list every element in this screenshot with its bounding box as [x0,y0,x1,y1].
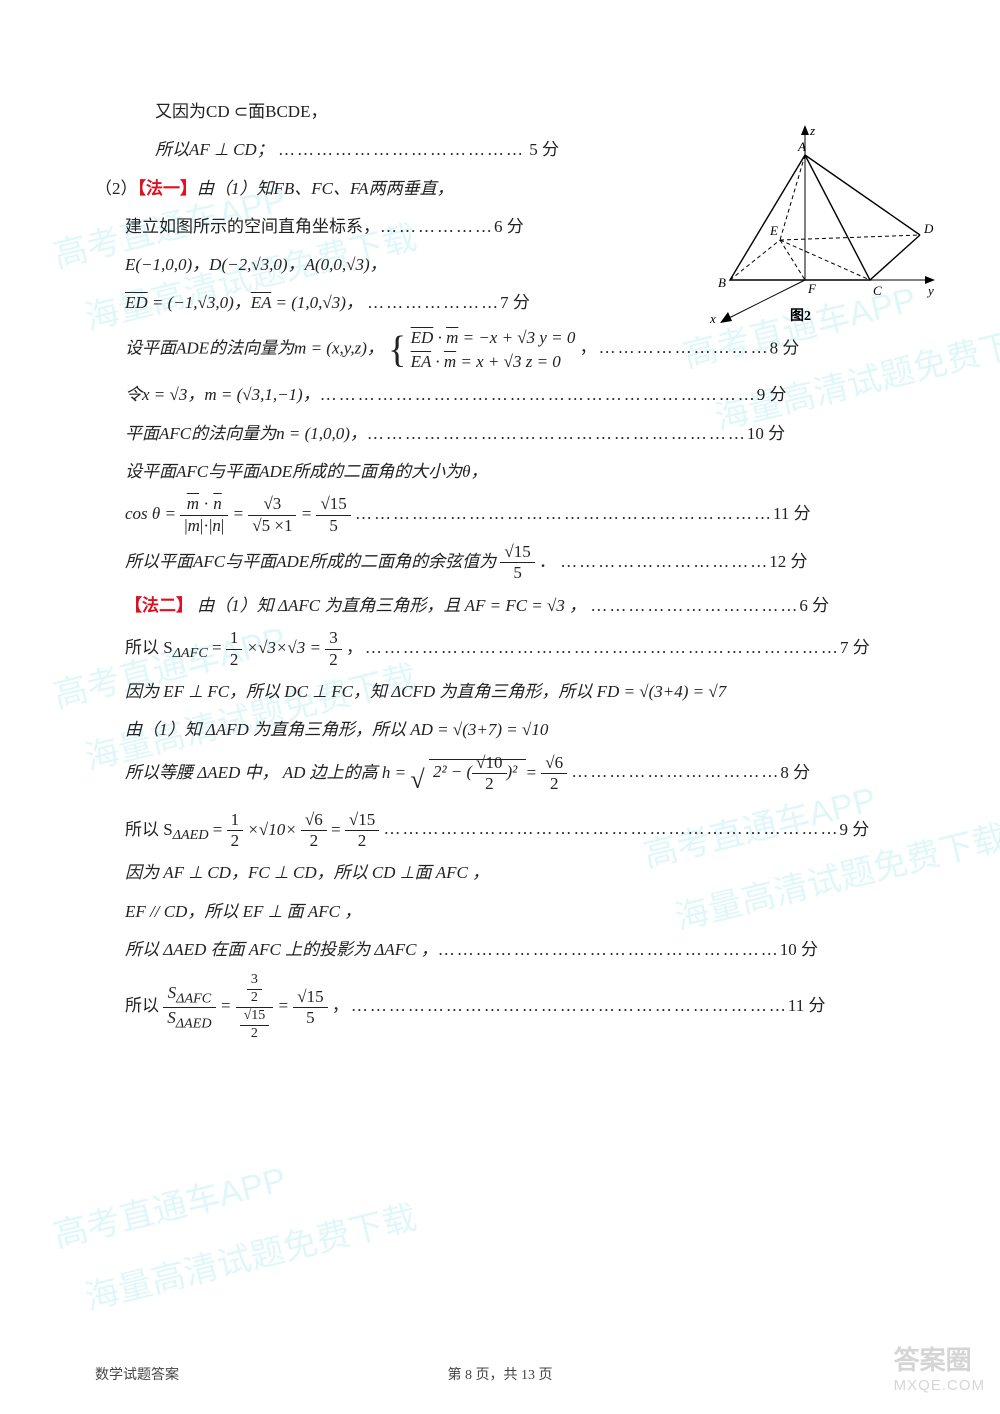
watermark: 海量高清试题免费下载 [79,1190,421,1320]
text-line: （2）【法一】由（1）知FB、FC、FA两两垂直， [95,173,920,205]
step-text: 所以AF ⊥ CD； [155,140,274,159]
text-line: E(−1,0,0)，D(−2,√3,0)，A(0,0,√3)， [95,249,920,281]
text-line: 令x = √3，m = (√3,1,−1)，………………………………………………… [95,379,920,411]
svg-text:D: D [923,221,934,236]
leader-dots: ………………………………… [278,134,525,166]
method-label: 【法一】 [138,179,198,198]
page-content: z y x A B C D E F 图2 又因为CD ⊂面BCDE， 所以AF … [0,0,1000,1043]
text-line: 设平面ADE的法向量为m = (x,y,z)， { ED · m = −x + … [95,326,920,374]
text-line: 【法二】 由（1）知 ΔAFC 为直角三角形，且 AF = FC = √3 ， … [95,590,920,622]
text-line: 又因为CD ⊂面BCDE， [95,96,920,128]
text-line: 建立如图所示的空间直角坐标系，………………6 分 [95,211,920,243]
text-line: 因为 EF ⊥ FC，所以 DC ⊥ FC，知 ΔCFD 为直角三角形，所以 F… [95,676,920,708]
text-line: 所以AF ⊥ CD； ………………………………… 5 分 [95,134,920,166]
method-label: 【法二】 [125,596,193,615]
svg-text:y: y [926,283,934,298]
footer-page-number: 第 8 页，共 13 页 [0,1364,1000,1384]
equation-line: 所以 SΔAFC = 12 ×√3×√3 = 32 ，…………………………………… [95,628,920,670]
text-line: 所以平面AFC与平面ADE所成的二面角的余弦值为 √155 ． ……………………… [95,542,920,584]
text-line: 因为 AF ⊥ CD，FC ⊥ CD，所以 CD ⊥面 AFC ， [95,857,920,889]
watermark: 高考直通车APP [48,1152,291,1257]
text-line: ED = (−1,√3,0)，EA = (1,0,√3)， …………………7 分 [95,287,920,319]
equation-line: 所以等腰 ΔAED 中， AD 边上的高 h = √ 2² − (√102)² … [95,753,920,804]
text-line: EF // CD，所以 EF ⊥ 面 AFC ， [95,896,920,928]
text-line: 设平面AFC与平面ADE所成的二面角的大小为θ， [95,456,920,488]
equation-line: 所以 SΔAED = 12 ×√10× √62 = √152 ………………………… [95,810,920,852]
score-mark: 5 分 [529,140,559,159]
text-line: 平面AFC的法向量为n = (1,0,0)，………………………………………………… [95,418,920,450]
text-line: 由（1）知 ΔAFD 为直角三角形，所以 AD = √(3+7) = √10 [95,714,920,746]
text-line: 所以 ΔAED 在面 AFC 上的投影为 ΔAFC ，…………………………………… [95,934,920,966]
equation-line: cos θ = m · n|m|·|n| = √3√5 ×1 = √155 ……… [95,494,920,536]
equation-line: 所以 SΔAFC SΔAED = 32 √152 = √155 ，…………………… [95,972,920,1042]
